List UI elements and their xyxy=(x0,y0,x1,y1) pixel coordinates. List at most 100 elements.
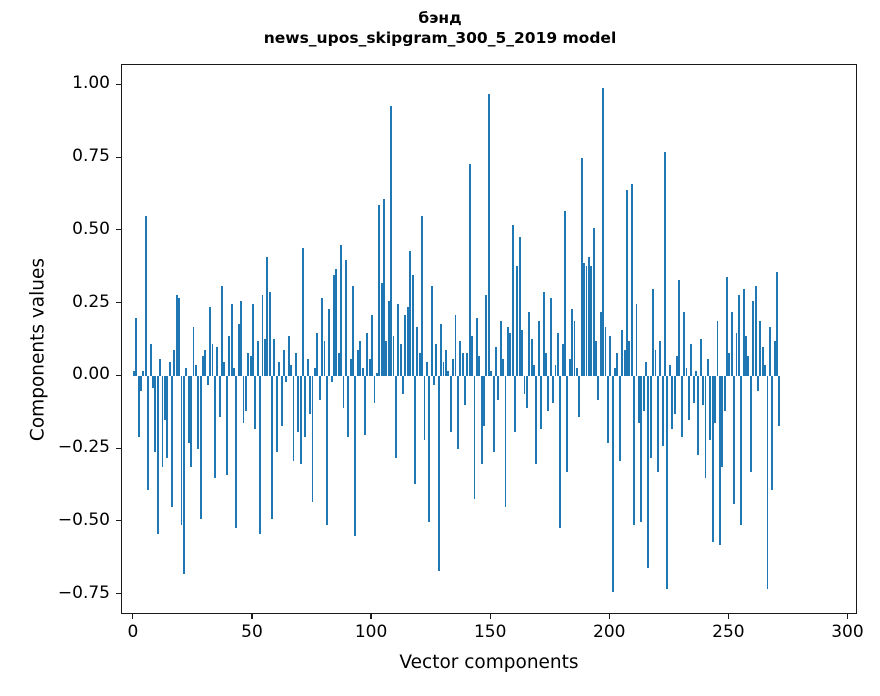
bar xyxy=(380,283,383,377)
bar xyxy=(154,376,157,453)
bar xyxy=(375,373,378,377)
bar xyxy=(421,216,424,377)
bar xyxy=(194,364,197,377)
bar xyxy=(414,376,416,485)
bar xyxy=(487,94,490,377)
bar xyxy=(135,318,138,377)
bar xyxy=(149,344,152,377)
x-tick-mark xyxy=(370,614,372,619)
bar xyxy=(140,376,142,391)
bar xyxy=(333,274,335,377)
bar xyxy=(547,376,550,412)
bar xyxy=(676,356,678,377)
bar xyxy=(642,376,645,412)
bar xyxy=(225,376,228,476)
bar xyxy=(249,356,252,377)
bar xyxy=(466,353,469,377)
bar xyxy=(545,353,547,377)
bar xyxy=(347,376,350,438)
bar xyxy=(597,376,600,400)
bar xyxy=(285,376,288,383)
bar xyxy=(614,367,616,377)
bar xyxy=(156,376,159,534)
bar xyxy=(256,341,259,377)
bar xyxy=(630,184,633,377)
bar xyxy=(511,225,514,377)
bar xyxy=(740,376,743,525)
bar xyxy=(428,376,431,522)
bar xyxy=(397,303,400,377)
bar xyxy=(159,358,162,377)
bar xyxy=(726,277,728,377)
bar xyxy=(656,376,659,473)
bar xyxy=(554,364,557,377)
y-tick-label: −0.75 xyxy=(57,582,110,603)
bar xyxy=(263,338,266,377)
bar xyxy=(456,376,459,450)
y-axis-label: Components values xyxy=(27,257,49,442)
bar xyxy=(604,326,607,377)
bar xyxy=(599,312,602,377)
bar xyxy=(292,376,295,461)
bar xyxy=(237,323,240,377)
bar xyxy=(542,291,545,377)
bar xyxy=(602,88,605,377)
bar xyxy=(471,335,474,377)
bar xyxy=(206,376,209,386)
bar xyxy=(306,358,309,377)
bar xyxy=(304,376,307,438)
bar xyxy=(695,370,697,377)
bar xyxy=(192,326,195,377)
bar xyxy=(475,318,478,377)
bar xyxy=(359,341,362,377)
bar xyxy=(278,361,281,377)
bar xyxy=(492,376,495,453)
bar xyxy=(668,364,671,377)
bar xyxy=(418,353,421,377)
bar xyxy=(618,376,621,461)
y-tick-label: 0.75 xyxy=(72,146,110,167)
y-tick-mark xyxy=(116,156,121,158)
bar xyxy=(204,350,207,377)
bar xyxy=(778,376,781,426)
x-tick-mark xyxy=(846,614,849,619)
bar xyxy=(664,152,666,377)
y-tick-label: 0.25 xyxy=(72,291,110,312)
bar xyxy=(671,376,674,429)
bar xyxy=(699,338,702,377)
bar xyxy=(185,367,188,377)
bar xyxy=(378,204,381,377)
bar xyxy=(328,309,331,377)
bar xyxy=(330,376,333,383)
bar xyxy=(540,376,543,429)
bar xyxy=(704,376,707,479)
bar xyxy=(528,312,531,377)
bar xyxy=(506,326,509,377)
bar xyxy=(449,376,452,432)
bar xyxy=(187,376,190,444)
x-tick-label: 250 xyxy=(712,622,745,642)
bar xyxy=(180,376,183,525)
bar xyxy=(228,335,231,377)
bar xyxy=(137,376,140,438)
bar xyxy=(637,376,640,423)
bar xyxy=(373,376,376,403)
bar xyxy=(587,257,590,377)
x-tick-mark xyxy=(489,614,491,619)
bar xyxy=(247,353,250,377)
bar xyxy=(723,376,726,412)
bar xyxy=(697,376,700,455)
x-tick-label: 0 xyxy=(127,622,139,642)
bar xyxy=(444,350,447,377)
bar xyxy=(575,367,578,377)
bar xyxy=(556,332,559,377)
bar xyxy=(509,332,512,377)
chart-title-line-2: news_upos_skipgram_300_5_2019 model xyxy=(263,29,617,47)
y-tick-label: 0.00 xyxy=(72,364,110,385)
bar xyxy=(678,280,681,377)
y-tick-label: 0.50 xyxy=(72,218,110,239)
x-tick-label: 200 xyxy=(593,622,626,642)
bar xyxy=(687,376,690,421)
bar xyxy=(606,376,609,444)
bar xyxy=(209,306,212,377)
